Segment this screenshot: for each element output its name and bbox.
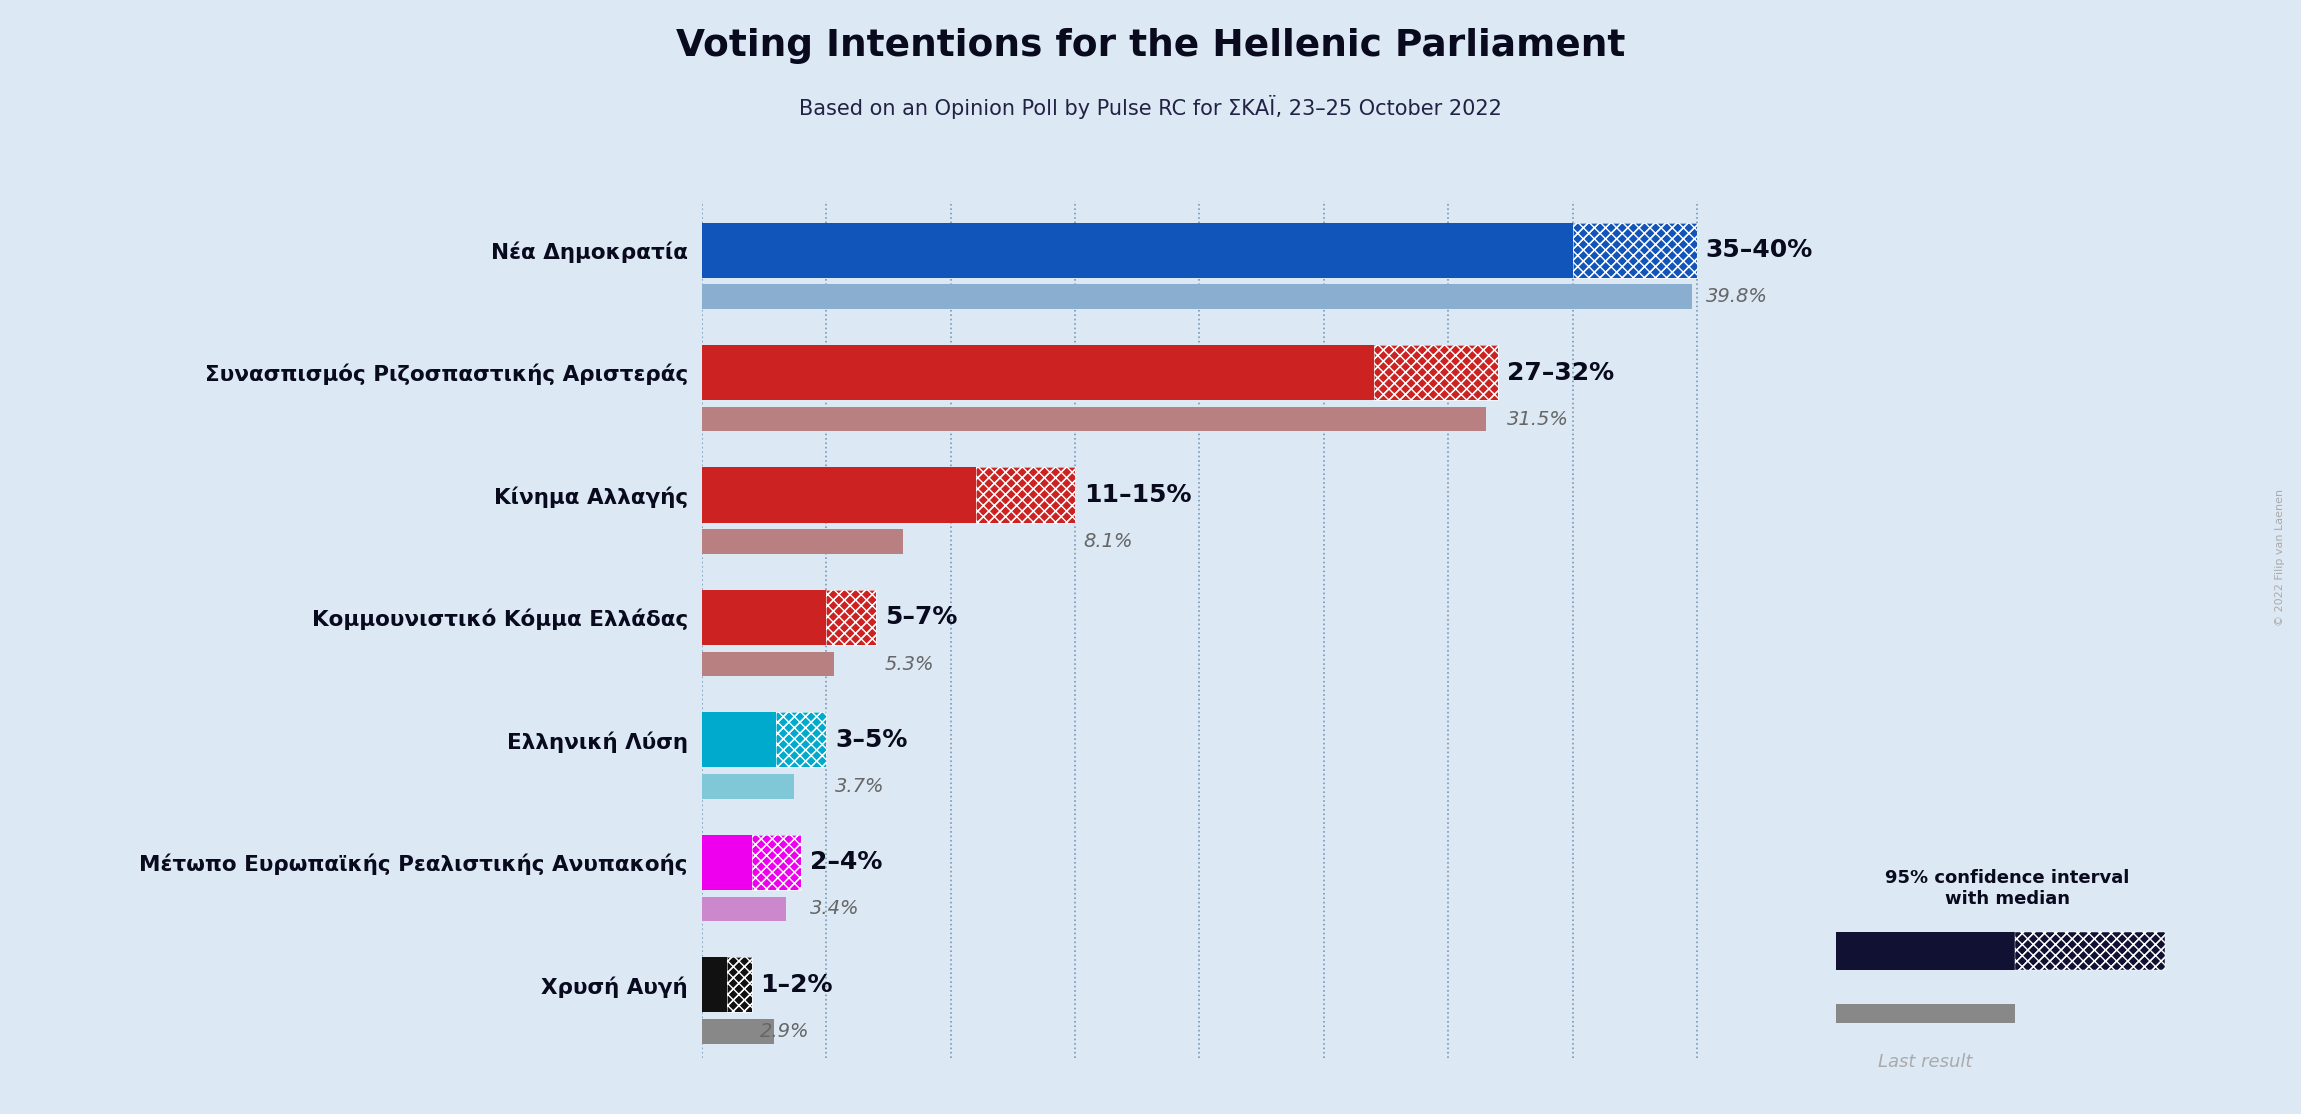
Bar <box>976 468 1075 522</box>
Bar <box>702 957 727 1013</box>
Text: 2.9%: 2.9% <box>759 1022 810 1040</box>
Bar <box>1572 223 1698 277</box>
Text: 31.5%: 31.5% <box>1507 410 1569 429</box>
Text: 11–15%: 11–15% <box>1084 483 1192 507</box>
Bar <box>702 834 752 890</box>
Bar <box>752 834 801 890</box>
Text: 5–7%: 5–7% <box>884 606 957 629</box>
Bar <box>702 897 787 921</box>
Bar <box>727 957 752 1013</box>
Bar <box>1836 932 2016 969</box>
Bar <box>1836 1005 2016 1023</box>
Bar <box>702 284 1691 309</box>
Bar <box>1374 345 1498 400</box>
Text: Last result: Last result <box>1878 1053 1972 1071</box>
Text: Based on an Opinion Poll by Pulse RC for ΣΚΑΪ, 23–25 October 2022: Based on an Opinion Poll by Pulse RC for… <box>798 95 1503 119</box>
Bar <box>702 774 794 799</box>
Text: 39.8%: 39.8% <box>1705 287 1767 306</box>
Text: 8.1%: 8.1% <box>1084 532 1134 551</box>
Bar <box>702 590 826 645</box>
Bar <box>702 223 1572 277</box>
Bar <box>702 652 833 676</box>
Bar <box>1572 223 1698 277</box>
Text: 95% confidence interval
with median: 95% confidence interval with median <box>1885 869 2131 908</box>
Bar <box>702 1019 773 1044</box>
Bar <box>752 834 801 890</box>
Bar <box>1374 345 1498 400</box>
Bar <box>727 957 752 1013</box>
Text: 1–2%: 1–2% <box>759 973 833 997</box>
Bar <box>2016 932 2165 969</box>
Text: 27–32%: 27–32% <box>1507 361 1613 384</box>
Text: 35–40%: 35–40% <box>1705 238 1813 262</box>
Text: 3.4%: 3.4% <box>810 899 861 918</box>
Bar <box>702 529 904 554</box>
Text: 3–5%: 3–5% <box>835 727 907 752</box>
Bar <box>976 468 1075 522</box>
Text: 3.7%: 3.7% <box>835 776 884 797</box>
Text: 5.3%: 5.3% <box>884 655 934 674</box>
Bar <box>702 345 1374 400</box>
Bar <box>2016 932 2165 969</box>
Text: © 2022 Filip van Laenen: © 2022 Filip van Laenen <box>2276 488 2285 626</box>
Text: Voting Intentions for the Hellenic Parliament: Voting Intentions for the Hellenic Parli… <box>676 28 1625 63</box>
Bar <box>702 712 775 768</box>
Bar <box>826 590 877 645</box>
Bar <box>702 468 976 522</box>
Text: 2–4%: 2–4% <box>810 850 881 874</box>
Bar <box>702 407 1486 431</box>
Bar <box>775 712 826 768</box>
Bar <box>826 590 877 645</box>
Bar <box>775 712 826 768</box>
